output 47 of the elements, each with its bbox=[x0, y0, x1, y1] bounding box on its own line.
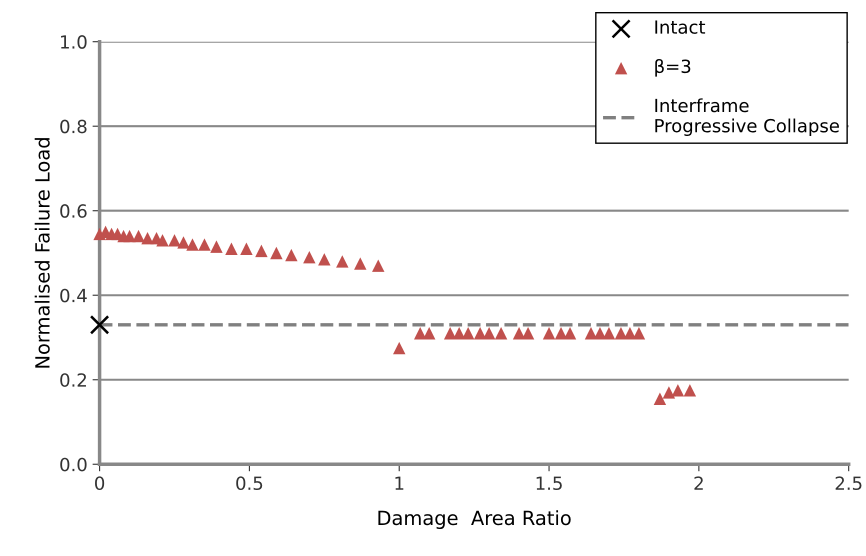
y-tick-label: 0.8 bbox=[60, 120, 87, 134]
point bbox=[684, 384, 696, 397]
x-axis-title: Damage Area Ratio bbox=[378, 510, 571, 530]
point bbox=[132, 230, 145, 242]
y-axis-title: Normalised Failure Load bbox=[34, 138, 50, 368]
point bbox=[123, 230, 136, 242]
point bbox=[654, 392, 666, 405]
point bbox=[336, 255, 349, 268]
point bbox=[662, 386, 676, 399]
legend-label: Intact bbox=[655, 20, 706, 34]
point bbox=[90, 315, 110, 335]
point bbox=[156, 234, 169, 247]
point bbox=[177, 236, 190, 249]
y-tick-label: 0.2 bbox=[60, 373, 86, 387]
point bbox=[318, 253, 331, 266]
point bbox=[444, 327, 456, 340]
point bbox=[494, 327, 508, 340]
point bbox=[354, 257, 366, 270]
point bbox=[168, 234, 181, 247]
legend-label: β=3 bbox=[655, 59, 690, 77]
x-tick-label: 0.5 bbox=[236, 476, 262, 490]
point bbox=[210, 240, 223, 253]
point bbox=[198, 238, 211, 251]
x-tick-label: 0 bbox=[95, 476, 104, 490]
y-tick-label: 1.0 bbox=[61, 35, 87, 49]
x-tick-label: 2.5 bbox=[836, 476, 862, 490]
point bbox=[285, 248, 298, 262]
legend-label: Interframe Progressive Collapse bbox=[655, 98, 839, 136]
point bbox=[672, 384, 684, 397]
point bbox=[393, 342, 406, 354]
y-tick-label: 0.4 bbox=[60, 288, 87, 302]
point bbox=[542, 327, 556, 340]
x-tick-label: 1 bbox=[395, 476, 404, 490]
point bbox=[240, 242, 253, 255]
point bbox=[255, 244, 268, 258]
x-tick-label: 2 bbox=[694, 476, 703, 490]
point bbox=[414, 327, 426, 340]
point bbox=[186, 238, 199, 251]
point bbox=[225, 242, 238, 255]
point bbox=[303, 250, 316, 264]
x-tick-label: 1.5 bbox=[536, 476, 562, 490]
y-tick-label: 0.6 bbox=[60, 204, 87, 218]
point bbox=[474, 327, 486, 340]
point bbox=[141, 232, 154, 244]
point bbox=[270, 246, 283, 260]
point bbox=[372, 259, 384, 272]
y-tick-label: 0.0 bbox=[60, 458, 87, 472]
